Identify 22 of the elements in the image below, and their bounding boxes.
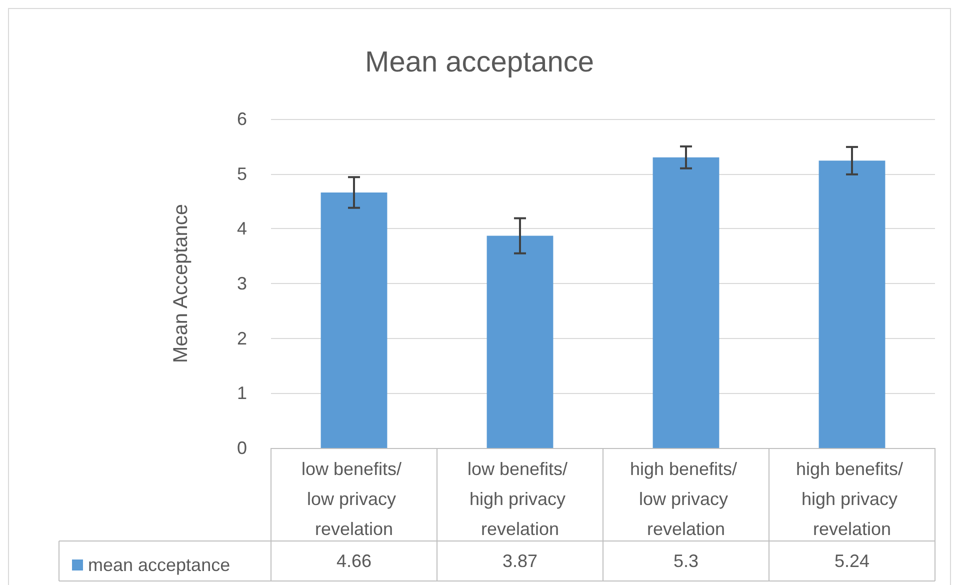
bar xyxy=(652,157,720,448)
y-tick-label: 2 xyxy=(236,328,247,348)
y-tick-label: 6 xyxy=(236,109,247,129)
bar xyxy=(486,236,554,448)
y-axis-title: Mean Acceptance xyxy=(170,204,192,363)
data-label: 4.66 xyxy=(336,551,372,571)
x-tick-label: high benefits/ high privacy revelation xyxy=(796,459,908,539)
data-label: 5.3 xyxy=(673,551,699,571)
bar xyxy=(320,192,388,448)
y-tick-label: 3 xyxy=(236,274,247,294)
y-tick-label: 5 xyxy=(236,164,247,184)
bar xyxy=(818,160,886,448)
legend-label: mean acceptance xyxy=(88,555,230,575)
x-tick-label: high benefits/ low privacy revelation xyxy=(630,459,742,539)
chart-title: Mean acceptance xyxy=(365,46,594,78)
y-tick-label: 4 xyxy=(236,218,247,239)
data-label: 3.87 xyxy=(502,551,538,571)
y-tick-label: 0 xyxy=(236,438,247,458)
data-label: 5.24 xyxy=(834,551,870,571)
x-tick-label: low benefits/ high privacy revelation xyxy=(467,459,573,539)
y-tick-label: 1 xyxy=(236,383,247,404)
x-tick-label: low benefits/ low privacy revelation xyxy=(301,459,407,539)
